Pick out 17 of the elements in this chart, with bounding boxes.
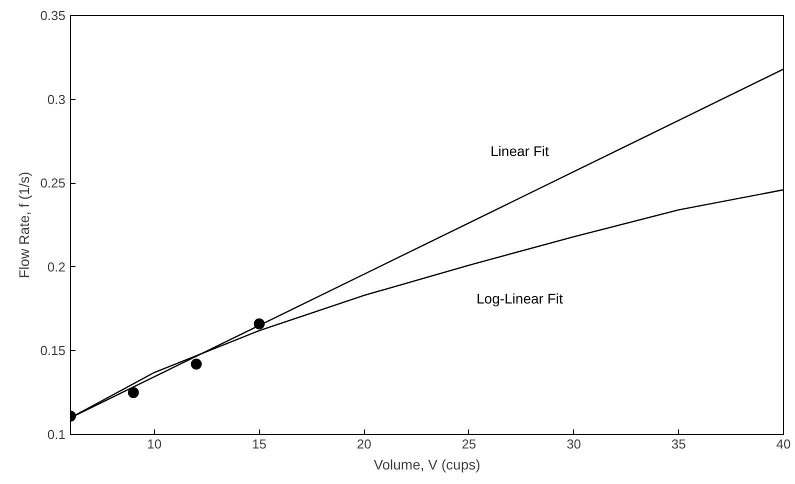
x-tick-label: 20 [356,436,372,452]
y-tick-label: 0.3 [47,92,66,107]
y-axis-title: Flow Rate, f (1/s) [16,172,32,278]
x-axis-title: Volume, V (cups) [374,456,480,472]
x-tick-label: 40 [776,436,791,452]
y-tick-label: 0.1 [47,427,66,442]
series-label: Log-Linear Fit [476,290,563,306]
x-tick-label: 30 [566,436,582,452]
y-tick-label: 0.2 [47,259,66,274]
y-tick-label: 0.15 [40,343,66,358]
x-tick-label: 25 [462,436,476,452]
x-tick-label: 10 [147,436,162,452]
x-tick-label: 15 [252,436,266,452]
y-tick-label: 0.25 [40,176,66,191]
y-tick-label: 0.35 [40,8,66,23]
series-label: Linear Fit [490,143,549,160]
x-tick-label: 35 [671,436,686,452]
